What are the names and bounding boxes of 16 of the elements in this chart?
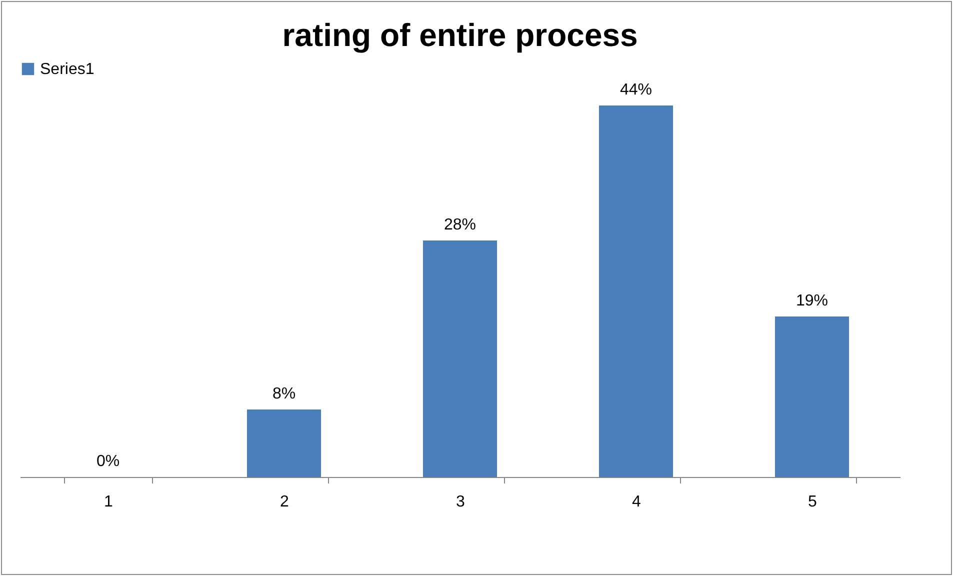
bar: [775, 316, 849, 477]
x-tick-label: 3: [456, 494, 466, 510]
data-label: 28%: [444, 216, 476, 234]
data-label: 44%: [620, 81, 652, 98]
x-tick-label: 1: [104, 494, 114, 510]
x-tick-label: 4: [632, 494, 642, 510]
data-label: 19%: [796, 292, 828, 310]
bar: [599, 105, 673, 477]
data-label: 0%: [96, 453, 120, 470]
chart-title: rating of entire process: [282, 17, 638, 53]
bar: [423, 240, 497, 477]
data-label: 8%: [272, 385, 296, 402]
x-tick-label: 2: [280, 494, 290, 510]
bar: [247, 409, 321, 477]
legend-label: Series1: [40, 61, 94, 78]
x-tick-label: 5: [808, 494, 818, 510]
